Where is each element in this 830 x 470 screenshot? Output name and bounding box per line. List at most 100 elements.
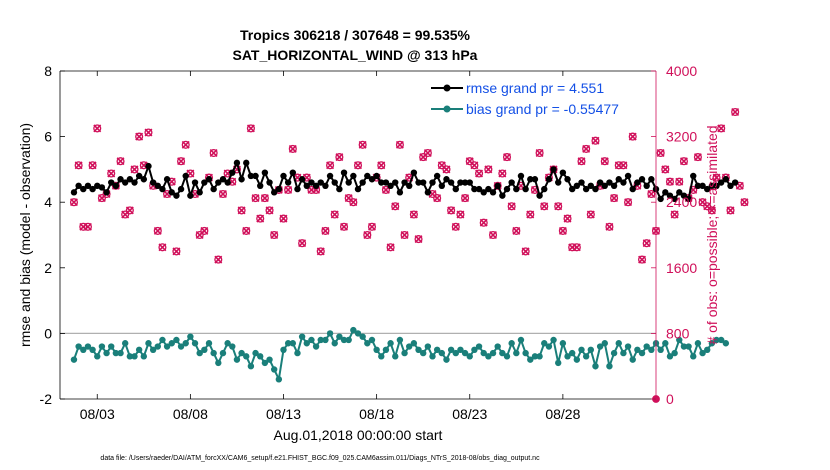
rmse-point	[541, 185, 548, 193]
bias-point	[559, 340, 567, 347]
obs-assimilated-point	[554, 202, 563, 211]
bias-point	[340, 336, 348, 344]
legend-rmse-label: rmse grand pr = 4.551	[466, 80, 604, 96]
bias-point	[331, 340, 338, 347]
obs-possible-point	[637, 255, 647, 264]
obs-possible-point	[484, 165, 493, 174]
right-y-tick-label: 2400	[666, 194, 697, 210]
obs-possible-point	[488, 230, 498, 240]
obs-possible-point	[111, 181, 120, 190]
obs-possible-point	[386, 243, 395, 252]
rmse-point	[671, 195, 678, 203]
obs-assimilated-point	[461, 194, 470, 203]
bias-point	[396, 336, 404, 344]
rmse-point	[722, 176, 730, 183]
obs-possible-point	[97, 194, 106, 203]
left-y-tick-label: -2	[40, 391, 53, 407]
bias-point	[503, 353, 511, 360]
bias-point	[461, 349, 469, 357]
bias-point	[238, 349, 245, 357]
rmse-point	[708, 182, 716, 189]
bias-point	[89, 346, 96, 353]
rmse-point	[447, 179, 455, 186]
obs-possible-point	[107, 169, 116, 178]
rmse-point	[596, 179, 604, 186]
bias-point	[308, 336, 315, 344]
bias-point	[676, 336, 683, 344]
obs-assimilated-point	[251, 194, 260, 203]
bias-point	[582, 353, 590, 360]
bias-point	[117, 349, 124, 357]
rmse-point	[140, 176, 148, 183]
rmse-point	[471, 185, 478, 193]
rmse-point	[387, 182, 394, 189]
rmse-point	[429, 179, 436, 186]
obs-possible-point	[330, 210, 339, 219]
obs-assimilated-point	[507, 202, 516, 211]
rmse-point	[177, 185, 185, 193]
rmse-point	[196, 189, 203, 196]
rmse-point	[182, 172, 189, 180]
obs-possible-point	[675, 177, 684, 186]
obs-assimilated-point	[284, 185, 293, 194]
rmse-point	[522, 185, 529, 193]
rmse-point	[80, 185, 87, 193]
obs-assimilated-point	[340, 222, 348, 231]
obs-possible-point	[624, 198, 633, 207]
bias-point	[699, 349, 706, 357]
rmse-point	[578, 179, 585, 186]
obs-assimilated-point	[107, 169, 116, 178]
rmse-point	[201, 179, 208, 186]
obs-possible-point	[475, 169, 484, 178]
obs-assimilated-point	[586, 210, 595, 219]
bias-point	[261, 359, 269, 367]
rmse-point	[564, 176, 571, 183]
bias-point	[480, 349, 487, 357]
obs-possible-point	[619, 161, 628, 170]
bias-point	[419, 349, 427, 357]
rmse-point	[145, 162, 152, 170]
obs-assimilated-point	[237, 206, 246, 215]
bias-point	[694, 340, 702, 347]
rmse-point	[731, 179, 739, 186]
rmse-point	[601, 182, 608, 189]
bias-point	[415, 346, 422, 353]
obs-possible-point	[470, 161, 479, 170]
bias-point	[187, 333, 194, 340]
rmse-point	[382, 179, 390, 186]
obs-possible-point	[558, 226, 567, 235]
bias-point	[568, 349, 576, 357]
obs-possible-point	[130, 165, 139, 174]
rmse-point	[610, 182, 618, 189]
obs-assimilated-point	[619, 161, 628, 170]
rmse-point	[270, 189, 278, 196]
obs-possible-point	[409, 210, 418, 219]
obs-assimilated-point	[270, 231, 279, 239]
rmse-point	[378, 179, 385, 186]
bias-point	[266, 356, 273, 363]
rmse-point	[410, 169, 418, 176]
obs-assimilated-point	[610, 194, 619, 203]
obs-assimilated-point	[395, 140, 404, 149]
bias-point	[298, 333, 306, 340]
bias-point	[350, 326, 357, 334]
obs-assimilated-point	[172, 247, 181, 256]
rmse-point	[643, 182, 650, 189]
obs-assimilated-point	[521, 247, 530, 256]
rmse-point	[261, 169, 269, 176]
obs-assimilated-point	[93, 124, 102, 133]
bias-point	[135, 346, 143, 353]
bias-point	[522, 349, 529, 357]
bias-point	[345, 336, 352, 344]
obs-possible-point	[116, 157, 125, 166]
obs-assimilated-point	[605, 222, 614, 231]
obs-possible-point	[153, 226, 162, 235]
obs-assimilated-point	[88, 161, 97, 170]
rmse-point	[70, 189, 78, 196]
rmse-point	[680, 192, 688, 199]
obs-possible-point	[144, 128, 153, 137]
obs-assimilated-point	[656, 149, 665, 157]
rmse-point	[457, 179, 464, 186]
rmse-point	[205, 176, 213, 183]
